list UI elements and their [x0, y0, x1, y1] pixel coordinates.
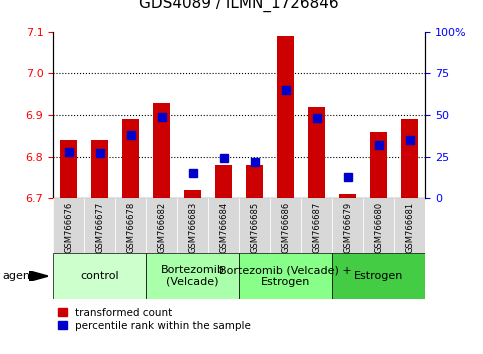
Text: GSM766681: GSM766681 — [405, 202, 414, 253]
FancyBboxPatch shape — [115, 198, 146, 253]
Text: Bortezomib (Velcade) +
Estrogen: Bortezomib (Velcade) + Estrogen — [219, 265, 352, 287]
FancyBboxPatch shape — [146, 198, 177, 253]
FancyBboxPatch shape — [208, 198, 239, 253]
FancyBboxPatch shape — [332, 253, 425, 299]
FancyBboxPatch shape — [177, 198, 208, 253]
FancyBboxPatch shape — [301, 198, 332, 253]
Bar — [184, 190, 201, 198]
Bar — [246, 165, 263, 198]
Text: GDS4089 / ILMN_1726846: GDS4089 / ILMN_1726846 — [139, 0, 339, 12]
Bar — [122, 119, 139, 198]
Bar — [60, 140, 77, 198]
Text: GSM766678: GSM766678 — [126, 202, 135, 253]
Text: GSM766679: GSM766679 — [343, 202, 352, 253]
Text: agent: agent — [2, 271, 35, 281]
Text: Bortezomib
(Velcade): Bortezomib (Velcade) — [161, 265, 225, 287]
Text: GSM766686: GSM766686 — [281, 202, 290, 253]
Text: GSM766676: GSM766676 — [64, 202, 73, 253]
Text: GSM766677: GSM766677 — [95, 202, 104, 253]
Bar — [277, 36, 294, 198]
FancyBboxPatch shape — [146, 253, 239, 299]
FancyBboxPatch shape — [270, 198, 301, 253]
Bar — [339, 194, 356, 198]
Text: GSM766682: GSM766682 — [157, 202, 166, 253]
FancyBboxPatch shape — [332, 198, 363, 253]
Text: Estrogen: Estrogen — [354, 271, 403, 281]
Text: GSM766683: GSM766683 — [188, 202, 197, 253]
Text: GSM766680: GSM766680 — [374, 202, 383, 253]
Bar — [370, 132, 387, 198]
Text: GSM766684: GSM766684 — [219, 202, 228, 253]
Bar — [215, 165, 232, 198]
FancyBboxPatch shape — [84, 198, 115, 253]
FancyBboxPatch shape — [53, 253, 146, 299]
Bar — [91, 140, 108, 198]
FancyBboxPatch shape — [239, 198, 270, 253]
FancyBboxPatch shape — [53, 198, 84, 253]
FancyBboxPatch shape — [363, 198, 394, 253]
Text: control: control — [80, 271, 119, 281]
Bar — [153, 103, 170, 198]
Text: GSM766687: GSM766687 — [312, 202, 321, 253]
Polygon shape — [29, 271, 48, 281]
Legend: transformed count, percentile rank within the sample: transformed count, percentile rank withi… — [58, 308, 251, 331]
FancyBboxPatch shape — [239, 253, 332, 299]
FancyBboxPatch shape — [394, 198, 425, 253]
Text: GSM766685: GSM766685 — [250, 202, 259, 253]
Bar — [308, 107, 325, 198]
Bar — [401, 119, 418, 198]
